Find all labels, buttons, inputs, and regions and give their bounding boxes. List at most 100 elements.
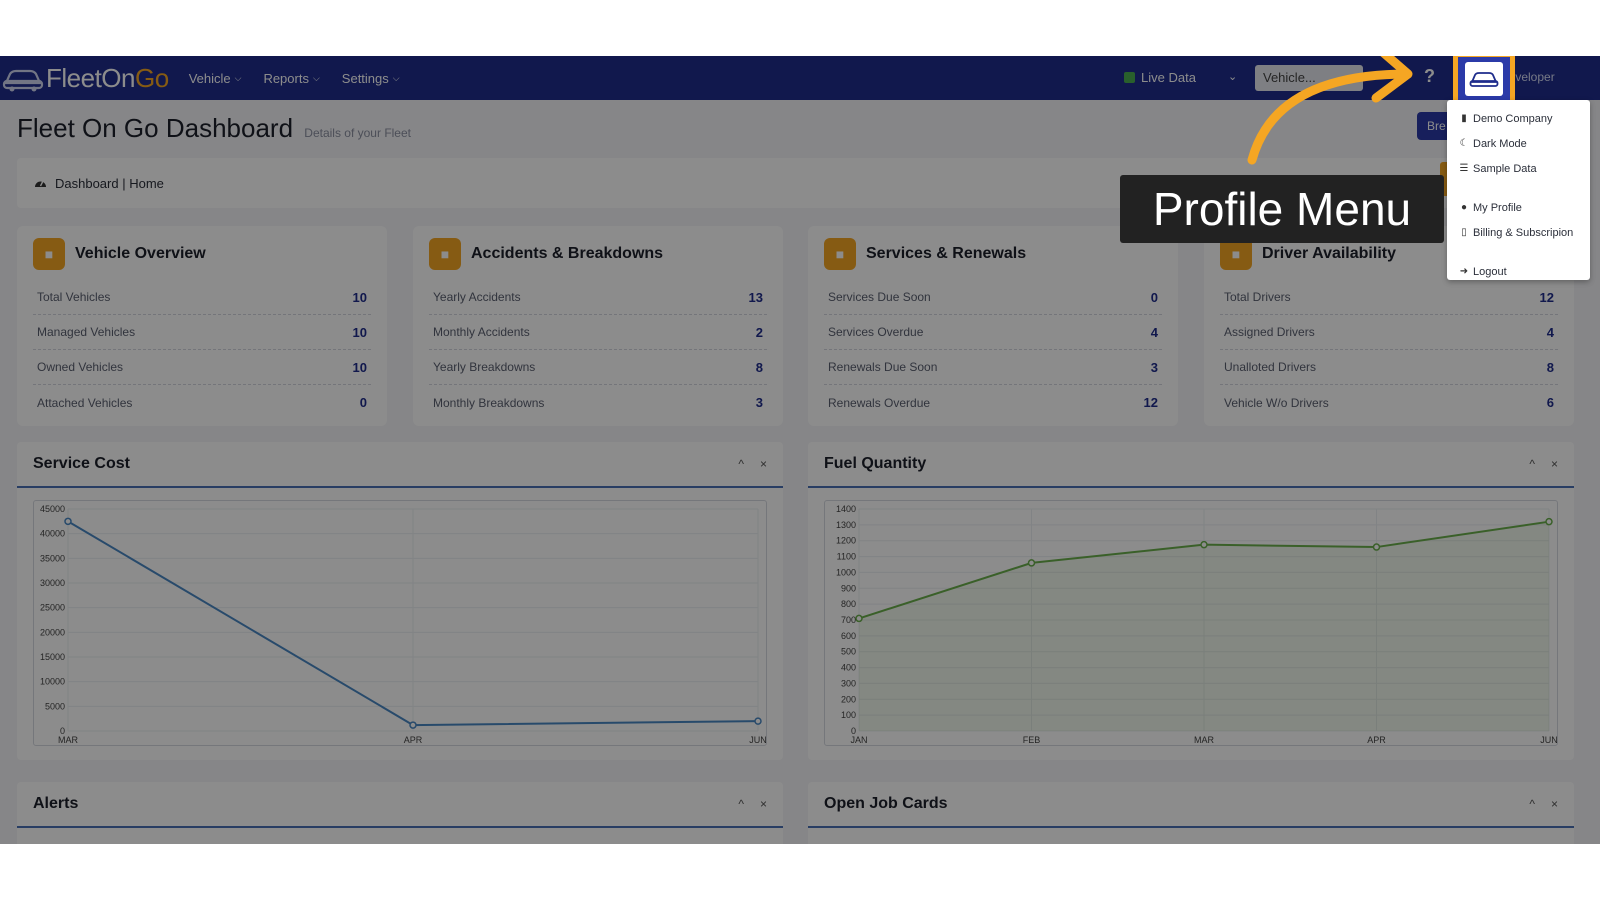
live-data-label: Live Data <box>1141 70 1196 85</box>
data-point[interactable] <box>1200 540 1208 549</box>
y-tick-label: 1200 <box>836 536 856 546</box>
stat-row[interactable]: Services Due Soon 0 <box>824 280 1162 315</box>
data-point[interactable] <box>855 614 863 623</box>
nav-settings[interactable]: Settings ⌵ <box>342 71 400 86</box>
logout-icon: ➜ <box>1459 266 1469 277</box>
stat-value: 3 <box>1150 359 1158 375</box>
live-data-toggle[interactable]: Live Data <box>1124 70 1196 85</box>
y-tick-label: 400 <box>841 663 856 673</box>
y-tick-label: 1400 <box>836 504 856 514</box>
wrench-icon: ■ <box>824 238 856 270</box>
y-tick-label: 5000 <box>45 701 65 711</box>
stat-value: 6 <box>1546 395 1554 410</box>
breadcrumb-text[interactable]: Dashboard | Home <box>55 175 164 191</box>
chevron-down-icon[interactable]: ⌄ <box>1228 71 1238 83</box>
y-tick-label: 30000 <box>40 578 65 588</box>
stat-value: 2 <box>755 324 763 340</box>
stat-label: Vehicle W/o Drivers <box>1224 395 1329 410</box>
x-tick-label: APR <box>1367 735 1386 745</box>
close-icon[interactable]: × <box>1550 457 1558 471</box>
stat-row[interactable]: Total Drivers 12 <box>1220 280 1558 315</box>
building-icon: ▮ <box>1461 113 1467 124</box>
card-title: Services & Renewals <box>866 245 1027 262</box>
data-point[interactable] <box>1372 543 1381 551</box>
stat-row[interactable]: Renewals Overdue 12 <box>824 385 1162 420</box>
menu-item-label: Logout <box>1473 265 1507 278</box>
stat-row[interactable]: Unalloted Drivers 8 <box>1220 350 1558 385</box>
bar-chart-icon: ■ <box>1220 238 1252 270</box>
data-point[interactable] <box>1545 517 1553 526</box>
profile-menu-button[interactable] <box>1453 56 1515 106</box>
stat-value: 4 <box>1546 324 1554 340</box>
stat-row[interactable]: Vehicle W/o Drivers 6 <box>1220 385 1558 420</box>
menu-item-my-profile[interactable]: ● My Profile <box>1447 195 1590 220</box>
y-tick-label: 45000 <box>40 504 65 514</box>
nav-reports[interactable]: Reports ⌵ <box>263 71 319 86</box>
y-tick-label: 0 <box>60 726 65 736</box>
book-icon: ▯ <box>1461 227 1467 238</box>
stat-row[interactable]: Monthly Breakdowns 3 <box>429 385 767 420</box>
stat-row[interactable]: Assigned Drivers 4 <box>1220 315 1558 350</box>
collapse-icon[interactable]: ^ <box>1529 457 1535 471</box>
stat-value: 12 <box>1143 395 1158 410</box>
stat-row[interactable]: Attached Vehicles 0 <box>33 385 371 420</box>
help-button[interactable]: ? <box>1424 66 1435 86</box>
panel-title: Fuel Quantity <box>824 455 927 472</box>
stat-value: 8 <box>1546 359 1554 375</box>
menu-item-sample-data[interactable]: ☰ Sample Data <box>1447 156 1590 181</box>
chevron-down-icon: ⌵ <box>392 72 400 83</box>
menu-item-billing[interactable]: ▯ Billing & Subscripion <box>1447 220 1590 245</box>
collapse-icon[interactable]: ^ <box>1529 797 1535 811</box>
brand-logo[interactable]: FleetOnGo <box>2 56 169 100</box>
fuel-quantity-svg: 0 100 200 300 400 500 600 700 800 900 1000 1100 1200… <box>836 504 1558 745</box>
warning-icon: ■ <box>429 238 461 270</box>
stat-label: Unalloted Drivers <box>1224 360 1317 374</box>
data-point[interactable] <box>64 517 72 526</box>
profile-menu-callout: Profile Menu <box>1120 175 1444 243</box>
stat-row[interactable]: Managed Vehicles 10 <box>33 315 371 350</box>
chevron-down-icon: ⌵ <box>312 72 320 83</box>
collapse-icon[interactable]: ^ <box>738 457 744 471</box>
stat-row[interactable]: Services Overdue 4 <box>824 315 1162 350</box>
menu-item-label: My Profile <box>1473 201 1522 214</box>
y-tick-label: 25000 <box>40 603 65 613</box>
service-cost-svg: 0 5000 10000 15000 20000 25000 30000 35000 40000… <box>40 504 767 745</box>
alerts-panel: Alerts ^ × <box>17 782 783 844</box>
menu-item-dark-mode[interactable]: ☾ Dark Mode <box>1447 131 1590 156</box>
stat-row[interactable]: Yearly Accidents 13 <box>429 280 767 315</box>
menu-item-logout[interactable]: ➜ Logout <box>1447 259 1590 284</box>
database-icon: ☰ <box>1459 163 1469 174</box>
stat-row[interactable]: Yearly Breakdowns 8 <box>429 350 767 385</box>
close-icon[interactable]: × <box>1550 797 1558 811</box>
close-icon[interactable]: × <box>759 457 767 471</box>
brand-name-accent: Go <box>135 62 169 93</box>
stat-row[interactable]: Owned Vehicles 10 <box>33 350 371 385</box>
stat-value: 10 <box>352 359 367 375</box>
top-navbar: FleetOnGo Vehicle ⌵ Reports ⌵ Settings ⌵ Li… <box>0 56 1600 100</box>
checkbox-icon[interactable] <box>1124 72 1135 83</box>
menu-item-label: Sample Data <box>1473 162 1537 175</box>
collapse-icon[interactable]: ^ <box>738 797 744 811</box>
close-icon[interactable]: × <box>759 797 767 811</box>
menu-item-demo-company[interactable]: ▮ Demo Company <box>1447 106 1590 131</box>
stat-row[interactable]: Renewals Due Soon 3 <box>824 350 1162 385</box>
stat-row[interactable]: Monthly Accidents 2 <box>429 315 767 350</box>
card-title: Vehicle Overview <box>75 245 206 262</box>
service-cost-chart: 0 5000 10000 15000 20000 25000 30000 35000 40000… <box>33 500 767 746</box>
stat-value: 3 <box>755 395 763 410</box>
stat-label: Attached Vehicles <box>37 395 133 410</box>
stat-label: Monthly Breakdowns <box>433 395 545 410</box>
data-point[interactable] <box>409 721 417 729</box>
y-tick-label: 200 <box>841 694 856 704</box>
data-point[interactable] <box>1027 559 1036 567</box>
stat-label: Monthly Accidents <box>433 325 530 339</box>
menu-divider <box>1447 181 1590 195</box>
y-tick-label: 1300 <box>836 520 856 530</box>
chevron-down-icon: ⌵ <box>234 72 242 83</box>
data-point[interactable] <box>754 717 762 725</box>
stat-label: Yearly Breakdowns <box>433 360 536 374</box>
nav-vehicle[interactable]: Vehicle ⌵ <box>189 71 242 86</box>
highlight-layer: ▮ Demo Company ☾ Dark Mode ☰ Sample Data ● M… <box>0 56 1600 844</box>
stat-label: Managed Vehicles <box>37 325 136 339</box>
stat-row[interactable]: Total Vehicles 10 <box>33 280 371 315</box>
